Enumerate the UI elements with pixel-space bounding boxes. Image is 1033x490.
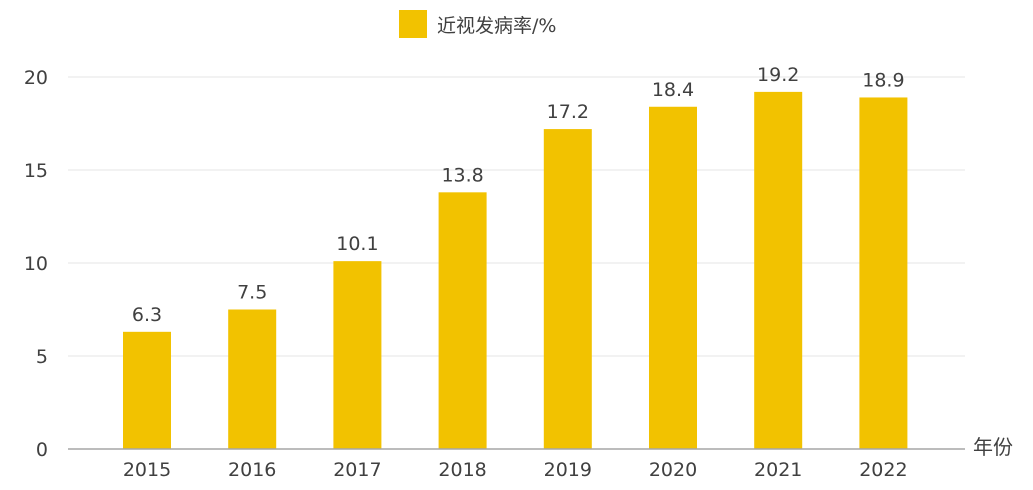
x-tick-label-2021: 2021 bbox=[754, 459, 802, 481]
legend: 近视发病率/% bbox=[399, 10, 556, 38]
x-tick-label-2016: 2016 bbox=[228, 459, 276, 481]
data-label-2018: 13.8 bbox=[441, 164, 483, 186]
bars bbox=[123, 91, 908, 450]
data-label-2016: 7.5 bbox=[237, 282, 267, 304]
y-tick-label: 20 bbox=[24, 67, 48, 89]
x-tick-label-2020: 2020 bbox=[649, 459, 697, 481]
x-tick-label-2019: 2019 bbox=[544, 459, 592, 481]
data-label-2022: 18.9 bbox=[862, 69, 904, 91]
data-label-2017: 10.1 bbox=[336, 233, 378, 255]
gridlines bbox=[68, 76, 965, 357]
y-tick-label: 15 bbox=[24, 160, 48, 182]
bar-2015 bbox=[123, 331, 171, 449]
bar-2019 bbox=[543, 129, 592, 449]
x-tick-label-2022: 2022 bbox=[859, 459, 907, 481]
bar-2021 bbox=[754, 91, 803, 449]
legend-swatch bbox=[399, 10, 427, 38]
bar-2018 bbox=[438, 192, 487, 449]
x-axis-title: 年份 bbox=[973, 435, 1013, 459]
data-label-2015: 6.3 bbox=[132, 304, 162, 326]
y-tick-label: 0 bbox=[36, 439, 48, 461]
bar-2017 bbox=[333, 261, 382, 449]
x-tick-label-2017: 2017 bbox=[333, 459, 381, 481]
bar-2020 bbox=[649, 106, 697, 449]
data-label-2021: 19.2 bbox=[757, 64, 799, 86]
y-axis-ticks: 0 5 10 15 20 bbox=[24, 67, 48, 461]
data-label-2019: 17.2 bbox=[547, 101, 589, 123]
legend-label: 近视发病率/% bbox=[437, 15, 556, 37]
bar-2022 bbox=[859, 97, 908, 450]
x-tick-label-2018: 2018 bbox=[438, 459, 486, 481]
y-tick-label: 5 bbox=[36, 346, 48, 368]
x-axis-ticks: 2015 2016 2017 2018 2019 2020 2021 2022 bbox=[123, 459, 908, 481]
data-labels: 6.3 7.5 10.1 13.8 17.2 18.4 19.2 18.9 bbox=[132, 64, 905, 326]
data-label-2020: 18.4 bbox=[652, 79, 694, 101]
y-tick-label: 10 bbox=[24, 253, 48, 275]
x-tick-label-2015: 2015 bbox=[123, 459, 171, 481]
bar-2016 bbox=[228, 309, 277, 449]
